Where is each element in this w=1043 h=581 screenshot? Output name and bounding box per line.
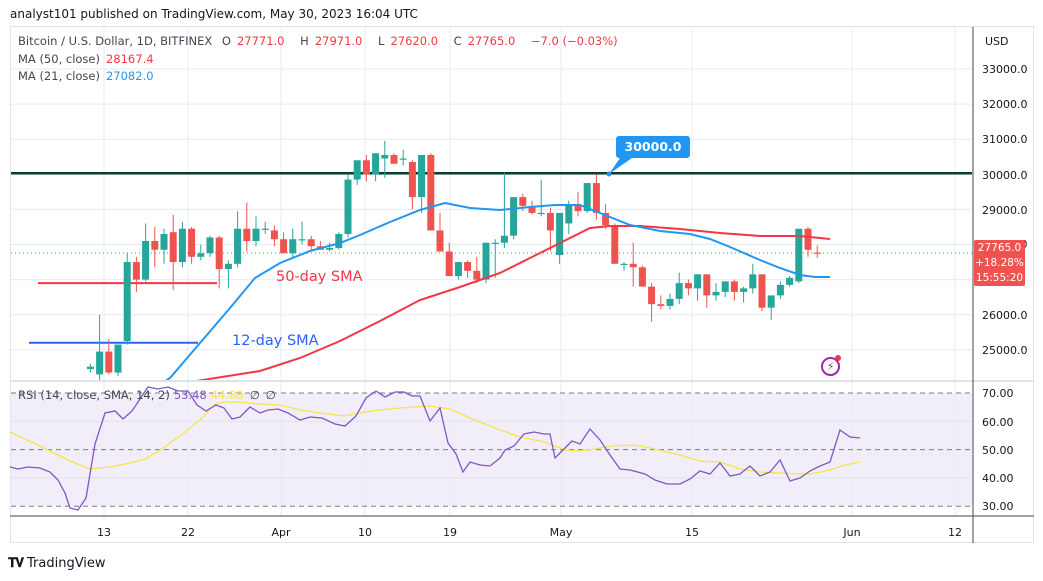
sma50-annotation[interactable]: 50-day SMA: [276, 269, 363, 285]
time-tick: 15: [685, 526, 699, 539]
price-tick: 33000.0: [982, 63, 1028, 76]
rsi-tick: 70.00: [982, 387, 1014, 400]
time-tick: 22: [181, 526, 195, 539]
rsi-tick: 50.00: [982, 444, 1014, 457]
rsi-null-1: ∅: [249, 388, 260, 402]
ma21-value: 27082.0: [105, 69, 154, 83]
currency-label[interactable]: USD: [985, 35, 1009, 48]
sma12-annotation[interactable]: 12-day SMA: [232, 333, 319, 349]
price-tick: 30000.0: [982, 169, 1028, 182]
tv-logo-icon: 𝐓𝐕: [8, 556, 24, 571]
close-value: 27765.0: [467, 34, 516, 48]
current-price: 27765.0: [977, 242, 1022, 254]
ma21-label: MA (21, close): [18, 69, 100, 83]
rsi-value: 53.48: [173, 388, 207, 402]
current-price-tag: 27765.0 +18.28% 15:55:20: [974, 240, 1025, 286]
rsi-tick: 60.00: [982, 416, 1014, 429]
time-tick: 13: [97, 526, 111, 539]
rsi-label: RSI (14, close, SMA, 14, 2): [18, 388, 170, 402]
time-tick: May: [549, 526, 573, 539]
rsi-null-2: ∅: [265, 388, 276, 402]
rsi-legend[interactable]: RSI (14, close, SMA, 14, 2) 53.48 44.88 ∅ ∅: [18, 388, 276, 402]
ma50-value: 28167.4: [105, 52, 154, 66]
price-tick: 32000.0: [982, 98, 1028, 111]
time-tick: 19: [443, 526, 457, 539]
tv-logo-text: TradingView: [27, 556, 106, 571]
symbol-legend: Bitcoin / U.S. Dollar, 1D, BITFINEX O 277…: [18, 34, 618, 48]
change-value: −7.0 (−0.03%): [530, 34, 618, 48]
lightning-icon[interactable]: ⚡: [821, 357, 840, 376]
current-change: +18.28%: [975, 257, 1024, 269]
price-tick: 29000.0: [982, 204, 1028, 217]
high-value: 27971.0: [314, 34, 363, 48]
bar-countdown: 15:55:20: [975, 272, 1024, 284]
ma21-legend[interactable]: MA (21, close) 27082.0: [18, 69, 160, 83]
tradingview-logo[interactable]: 𝐓𝐕 TradingView: [8, 556, 106, 571]
price-tick: 31000.0: [982, 133, 1028, 146]
time-tick: Apr: [271, 526, 291, 539]
chart-frame: [10, 26, 1034, 543]
time-tick: 12: [948, 526, 962, 539]
price-tick: 25000.0: [982, 344, 1028, 357]
open-value: 27771.0: [236, 34, 285, 48]
time-tick: Jun: [843, 526, 861, 539]
symbol-title[interactable]: Bitcoin / U.S. Dollar, 1D, BITFINEX: [18, 34, 213, 48]
notification-dot-icon: [835, 355, 841, 361]
ma50-label: MA (50, close): [18, 52, 100, 66]
rsi-tick: 40.00: [982, 472, 1014, 485]
ma50-legend[interactable]: MA (50, close) 28167.4: [18, 52, 160, 66]
rsi-tick: 30.00: [982, 500, 1014, 513]
time-tick: 10: [358, 526, 372, 539]
publication-info: analyst101 published on TradingView.com,…: [10, 7, 418, 21]
rsi-ma-value: 44.88: [210, 388, 244, 402]
price-tick: 26000.0: [982, 309, 1028, 322]
low-value: 27620.0: [390, 34, 439, 48]
resistance-callout[interactable]: 30000.0: [616, 136, 690, 158]
